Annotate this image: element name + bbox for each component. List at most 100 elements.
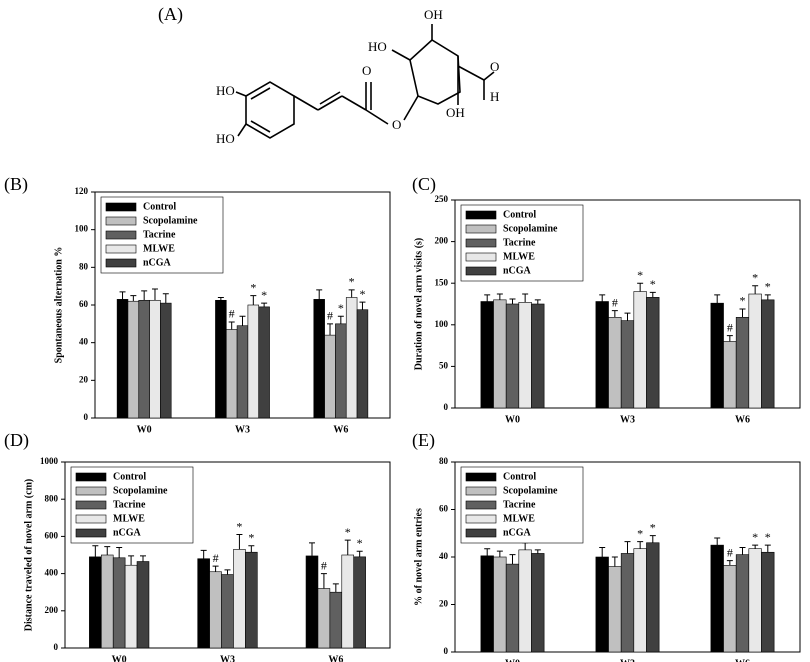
x-tick-label: W0 <box>505 658 520 662</box>
bar <box>329 591 343 649</box>
y-tick-label: 40 <box>439 551 449 561</box>
error-bar <box>624 312 631 321</box>
atom-label: H <box>490 89 499 104</box>
legend-swatch <box>75 500 107 510</box>
bond <box>237 123 247 137</box>
bond <box>245 81 295 139</box>
legend-swatch <box>105 202 137 212</box>
error-bar <box>484 548 491 556</box>
panel-label: (A) <box>158 4 183 25</box>
bar <box>505 563 520 653</box>
y-tick-label: 0 <box>444 402 449 412</box>
error-bar <box>752 285 759 295</box>
bond <box>250 87 271 100</box>
bar <box>748 293 762 409</box>
error-bar <box>141 290 148 301</box>
legend-label: Control <box>503 471 536 482</box>
bar <box>317 588 331 649</box>
significance-marker: * <box>236 519 242 533</box>
error-bar <box>509 298 516 304</box>
atom-label: OH <box>424 7 443 22</box>
error-bar <box>344 539 351 555</box>
significance-marker: # <box>727 545 733 559</box>
significance-marker: * <box>752 270 758 284</box>
bar <box>595 301 609 409</box>
bar <box>100 554 114 649</box>
error-bar <box>92 545 99 557</box>
legend-label: Tacrine <box>503 237 536 248</box>
error-bar <box>119 291 126 300</box>
significance-marker: * <box>345 525 351 539</box>
significance-marker: # <box>612 295 618 309</box>
y-tick-label: 800 <box>45 493 59 503</box>
bar <box>620 320 635 409</box>
bar <box>138 299 150 419</box>
legend-label: MLWE <box>143 243 175 254</box>
error-bar <box>224 569 231 575</box>
error-bar <box>162 293 169 304</box>
legend-swatch <box>465 210 497 220</box>
bar <box>335 323 347 419</box>
bar <box>353 556 366 649</box>
bar <box>324 334 336 419</box>
legend-swatch <box>105 258 137 268</box>
error-bar <box>239 315 246 326</box>
legend-swatch <box>465 266 497 276</box>
error-bar <box>248 545 255 553</box>
y-tick-label: 0 <box>54 642 59 652</box>
y-tick-label: 200 <box>435 236 449 246</box>
atom-label: HO <box>216 83 235 98</box>
error-bar <box>128 555 135 566</box>
significance-marker: * <box>250 280 256 294</box>
error-bar <box>752 544 759 549</box>
bond <box>403 95 419 121</box>
y-tick-label: 120 <box>75 186 89 196</box>
bar <box>493 556 507 653</box>
error-bar <box>217 296 224 301</box>
error-bar <box>140 555 146 562</box>
bond <box>483 71 495 81</box>
error-bar <box>104 546 111 555</box>
x-tick-label: W3 <box>620 658 635 662</box>
significance-marker: * <box>765 530 771 544</box>
significance-marker: * <box>248 530 254 544</box>
legend-label: MLWE <box>113 513 145 524</box>
legend-swatch <box>465 486 497 496</box>
error-bar <box>116 547 123 558</box>
x-tick-label: W3 <box>620 414 635 425</box>
bar <box>313 299 325 419</box>
bar <box>646 297 660 409</box>
error-bar <box>764 544 771 553</box>
legend-label: MLWE <box>503 513 535 524</box>
error-bar <box>356 550 363 557</box>
x-tick-label: W6 <box>333 424 348 435</box>
atom-label: HO <box>216 131 235 146</box>
panel-label: (B) <box>4 174 28 195</box>
error-bar <box>130 295 137 302</box>
legend-swatch <box>465 500 497 510</box>
bar <box>341 554 355 649</box>
x-tick-label: W3 <box>220 654 235 662</box>
y-axis-label: Spontaneous alternation % <box>53 247 64 364</box>
error-bar <box>327 323 334 336</box>
significance-marker: * <box>637 268 643 282</box>
error-bar <box>309 542 315 556</box>
bar <box>748 548 762 653</box>
x-tick-label: W6 <box>328 654 343 662</box>
atom-label: O <box>362 63 371 78</box>
error-bar <box>739 547 746 555</box>
bar <box>761 299 775 409</box>
panel-label: (C) <box>412 174 436 195</box>
x-tick-label: W6 <box>735 414 750 425</box>
error-bar <box>200 549 207 559</box>
atom-label: HO <box>368 39 387 54</box>
legend-swatch <box>465 528 497 538</box>
bond <box>341 95 367 111</box>
bar <box>480 555 494 653</box>
y-tick-label: 250 <box>435 194 449 204</box>
legend-label: Control <box>143 201 176 212</box>
error-bar <box>599 294 606 302</box>
error-bar <box>496 550 503 557</box>
error-bar <box>522 293 529 303</box>
bar <box>531 303 545 409</box>
